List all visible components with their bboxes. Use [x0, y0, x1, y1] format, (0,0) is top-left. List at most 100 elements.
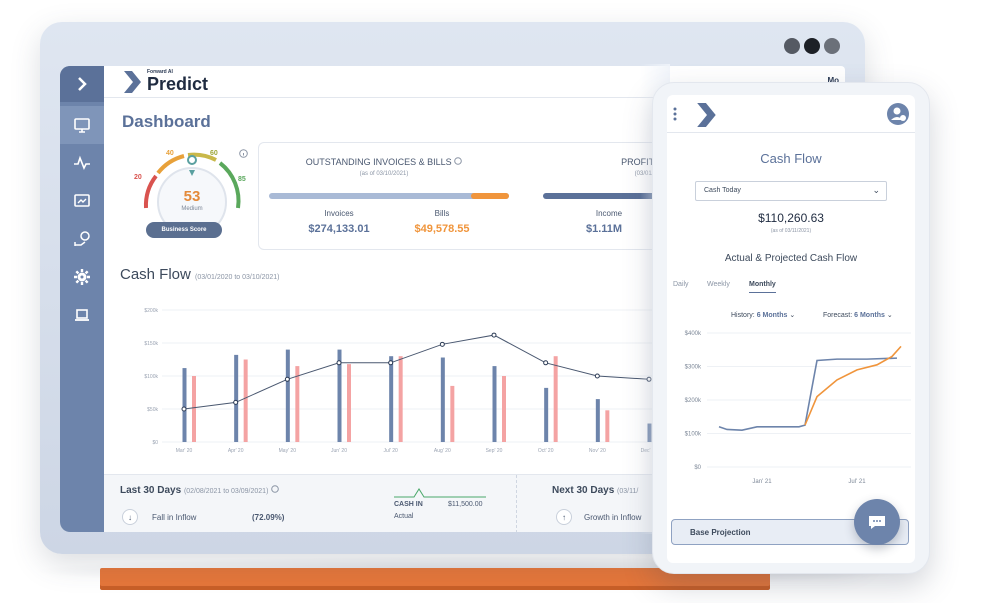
forward-ai-logo-icon — [124, 70, 141, 93]
expand-sidebar-button[interactable] — [60, 66, 104, 102]
bar-outflow — [295, 366, 300, 442]
x-tick-label: Sep' 20 — [486, 448, 503, 454]
gauge-tick: 60 — [210, 150, 218, 157]
monitor-stand — [100, 568, 770, 586]
y-tick-label: $300k — [685, 365, 702, 371]
last30-title-text: Last 30 Days — [120, 485, 182, 496]
next30-title: Next 30 Days (03/11/ — [552, 485, 638, 496]
gauge-tick: 85 — [238, 176, 246, 183]
logo-text: Predict — [147, 74, 209, 94]
income-value: $1.11M — [585, 223, 623, 235]
bar-inflow — [389, 356, 394, 442]
next30-item: Growth in Inflow — [584, 513, 642, 522]
y-tick-label: $100k — [685, 432, 702, 438]
x-tick-label: Jun' 20 — [331, 448, 347, 454]
tab-daily[interactable]: Daily — [673, 281, 689, 288]
info-icon[interactable] — [454, 157, 462, 165]
forecast-select[interactable]: Forecast: 6 Months ⌄ — [823, 312, 893, 319]
tab-monthly[interactable]: Monthly — [749, 281, 776, 293]
x-tick-label: Jul' 21 — [848, 479, 866, 485]
gear-icon — [74, 269, 90, 285]
chat-bubble-icon — [869, 516, 885, 529]
invoices-title-text: OUTSTANDING INVOICES & BILLS — [305, 157, 452, 167]
projected-cashflow-chart: $400k $300k $200k $100k $0 Jan' 21 Jul' 21 — [685, 331, 911, 485]
chart-icon — [74, 194, 90, 207]
invoices-label: Invoices — [324, 209, 354, 218]
kebab-menu-icon[interactable] — [673, 107, 677, 121]
business-score-button[interactable]: Business Score — [146, 222, 222, 238]
info-icon[interactable] — [239, 149, 248, 158]
bar-inflow — [337, 349, 342, 442]
forecast-label: Forecast: — [823, 312, 853, 319]
topbar-right-text: Mo — [827, 76, 839, 85]
logo-small-text: Forward AI — [147, 69, 173, 75]
sparkline — [394, 488, 486, 498]
divider — [516, 475, 517, 532]
window-dots — [784, 38, 840, 54]
bar-outflow — [347, 364, 351, 442]
next30-range: (03/11/ — [617, 488, 639, 495]
x-tick-label: Jul' 20 — [384, 448, 399, 454]
bar-outflow — [605, 410, 610, 442]
cashflow-range: (03/01/2020 to 03/10/2021) — [195, 274, 280, 281]
profit-bar — [543, 193, 719, 199]
forward-ai-logo-icon — [697, 103, 716, 127]
chevron-down-icon: ⌄ — [872, 185, 880, 195]
sidebar-item-devices[interactable] — [60, 296, 104, 334]
invoices-bar — [269, 193, 509, 199]
x-tick-label: Jan' 21 — [752, 479, 772, 485]
info-icon[interactable] — [271, 485, 279, 493]
last30-title: Last 30 Days (02/08/2021 to 03/09/2021) — [120, 485, 279, 496]
business-score-value: 53 — [183, 188, 201, 205]
y-tick-label: $150k — [144, 341, 158, 347]
sidebar-item-activity[interactable] — [60, 144, 104, 182]
bar-outflow — [450, 385, 455, 442]
y-tick-label: $100k — [144, 374, 158, 380]
y-tick-label: $50k — [147, 407, 158, 413]
income-label: Income — [595, 209, 623, 218]
sidebar-item-dashboard[interactable] — [60, 106, 104, 144]
bar-outflow — [502, 376, 506, 442]
chat-button[interactable] — [854, 499, 900, 545]
balance-point — [543, 360, 549, 366]
balance-point — [439, 341, 445, 347]
cashflow-title-text: Cash Flow — [120, 266, 191, 283]
last30-item: Fall in Inflow — [152, 513, 197, 522]
x-tick-label: Apr' 20 — [228, 448, 244, 454]
sidebar-item-settings[interactable] — [60, 258, 104, 296]
cash-view-select[interactable]: Cash Today ⌄ — [695, 181, 887, 201]
projected-subtitle: Actual & Projected Cash Flow — [724, 253, 858, 264]
invoices-value: $274,133.01 — [308, 223, 370, 235]
bar-inflow — [285, 349, 290, 442]
tab-weekly[interactable]: Weekly — [707, 281, 730, 288]
phone-topbar — [667, 95, 915, 133]
cashflow-chart: $0 $50k $100k $150k $200k Mar' 20 Apr' 20 May' … — [144, 308, 667, 454]
sidebar — [60, 66, 104, 532]
balance-point — [388, 360, 394, 366]
bar-outflow — [398, 356, 403, 442]
sidebar-item-reports[interactable] — [60, 182, 104, 220]
topbar: Forward AI Predict Mo — [104, 66, 845, 98]
bar-inflow — [234, 354, 239, 442]
sidebar-item-cash[interactable] — [60, 220, 104, 258]
next30-title-text: Next 30 Days — [552, 485, 615, 496]
bills-bar — [471, 193, 509, 199]
balance-point — [594, 373, 600, 379]
arrow-down-icon: ↓ — [122, 509, 138, 525]
balance-point — [491, 332, 497, 338]
y-tick-label: $0 — [694, 465, 701, 471]
x-tick-label: Mar' 20 — [176, 448, 193, 454]
history-value: 6 Months — [756, 312, 788, 319]
arrow-up-icon: ↑ — [556, 509, 572, 525]
history-select[interactable]: History: 6 Months ⌄ — [731, 312, 796, 319]
last30-range: (02/08/2021 to 03/09/2021) — [183, 488, 269, 495]
bar-inflow — [182, 368, 187, 442]
x-tick-label: Nov' 20 — [589, 448, 606, 454]
gauge-arc — [143, 152, 241, 237]
phone: Cash Flow Cash Today ⌄ $110,260.63 (as of… — [652, 82, 930, 574]
user-avatar-icon[interactable] — [887, 103, 909, 125]
bar-inflow — [440, 357, 445, 442]
bar-outflow — [192, 376, 196, 442]
forecast-line — [804, 345, 902, 426]
business-score-rating: Medium — [181, 206, 203, 212]
